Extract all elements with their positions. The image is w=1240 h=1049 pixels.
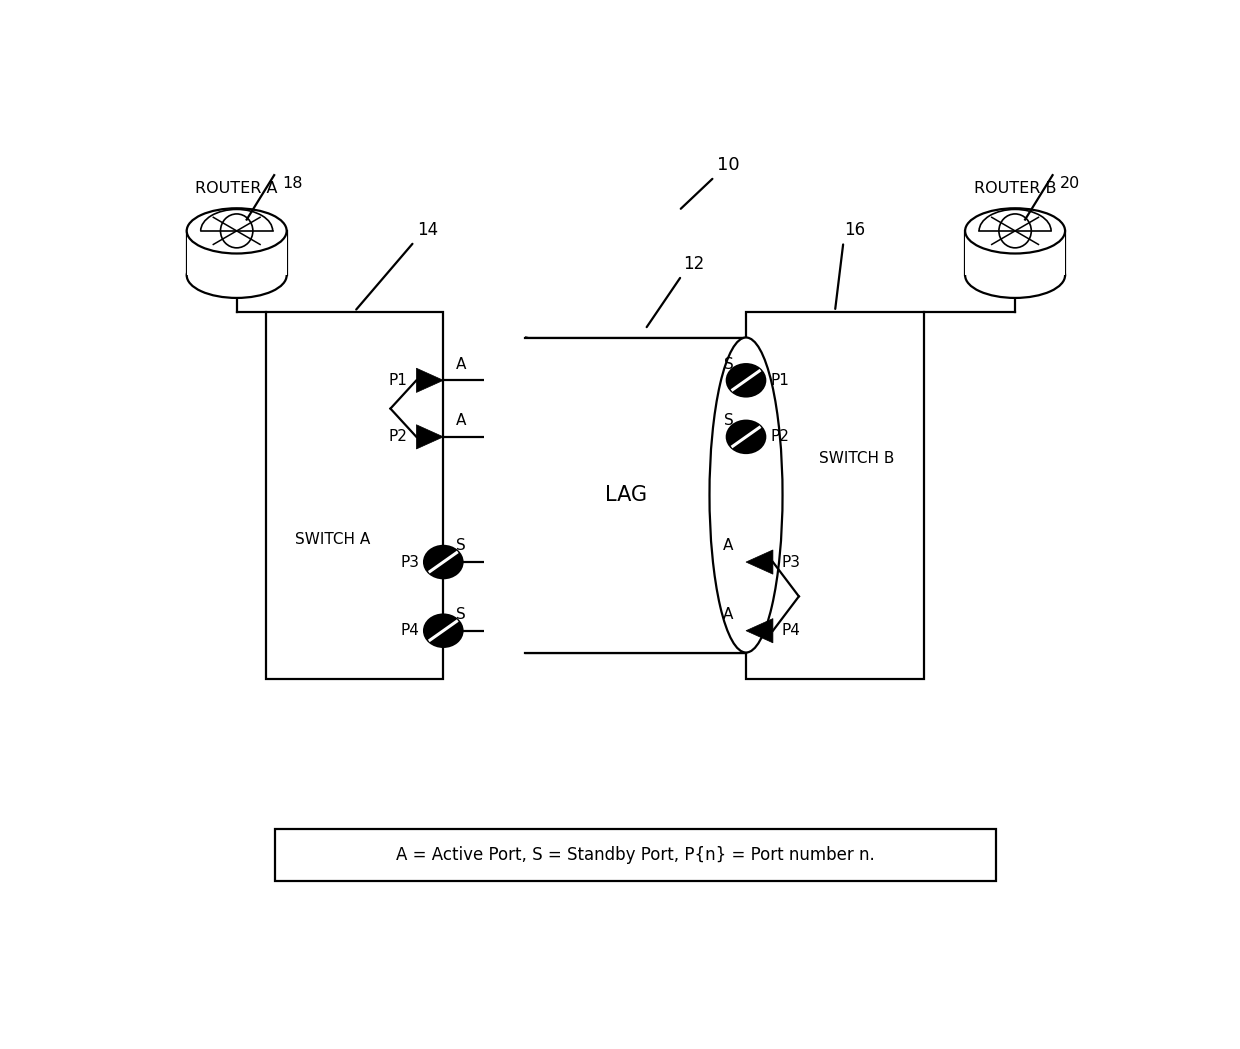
- Text: ROUTER B: ROUTER B: [973, 181, 1056, 196]
- Text: A = Active Port, S = Standby Port, P{n} = Port number n.: A = Active Port, S = Standby Port, P{n} …: [396, 845, 875, 864]
- Circle shape: [727, 421, 765, 453]
- Text: A: A: [456, 357, 466, 371]
- Circle shape: [727, 364, 765, 397]
- Text: 10: 10: [681, 156, 740, 209]
- Text: 16: 16: [836, 221, 866, 308]
- Text: P1: P1: [389, 372, 408, 388]
- Polygon shape: [746, 550, 773, 574]
- FancyBboxPatch shape: [275, 829, 996, 881]
- Text: P1: P1: [770, 372, 789, 388]
- Ellipse shape: [187, 209, 286, 254]
- FancyBboxPatch shape: [746, 312, 924, 679]
- Text: P2: P2: [770, 429, 789, 445]
- Text: A: A: [723, 607, 734, 622]
- Polygon shape: [484, 334, 525, 657]
- Text: S: S: [456, 538, 465, 554]
- Text: A: A: [723, 538, 734, 554]
- Circle shape: [424, 615, 463, 647]
- Polygon shape: [417, 425, 444, 449]
- Text: 18: 18: [281, 176, 303, 191]
- Ellipse shape: [187, 253, 286, 298]
- Text: S: S: [724, 357, 734, 371]
- Text: LAG: LAG: [605, 485, 647, 505]
- Circle shape: [424, 545, 463, 578]
- Text: SWITCH A: SWITCH A: [295, 532, 371, 547]
- Polygon shape: [525, 338, 746, 652]
- Text: S: S: [456, 607, 465, 622]
- Polygon shape: [187, 231, 286, 275]
- Text: P4: P4: [781, 623, 801, 638]
- Text: 14: 14: [356, 221, 438, 309]
- Text: P2: P2: [389, 429, 408, 445]
- Text: P3: P3: [401, 555, 419, 570]
- Text: 12: 12: [647, 255, 704, 327]
- Polygon shape: [965, 231, 1065, 275]
- Polygon shape: [746, 619, 773, 643]
- Ellipse shape: [489, 338, 562, 652]
- FancyBboxPatch shape: [265, 312, 444, 679]
- Text: ROUTER A: ROUTER A: [196, 181, 278, 196]
- Text: 20: 20: [1060, 176, 1080, 191]
- Text: S: S: [724, 413, 734, 428]
- Ellipse shape: [709, 338, 782, 652]
- Polygon shape: [417, 368, 444, 392]
- Text: P3: P3: [781, 555, 801, 570]
- Text: P4: P4: [401, 623, 419, 638]
- Text: A: A: [456, 413, 466, 428]
- Ellipse shape: [965, 209, 1065, 254]
- Text: SWITCH B: SWITCH B: [818, 451, 894, 466]
- Ellipse shape: [965, 253, 1065, 298]
